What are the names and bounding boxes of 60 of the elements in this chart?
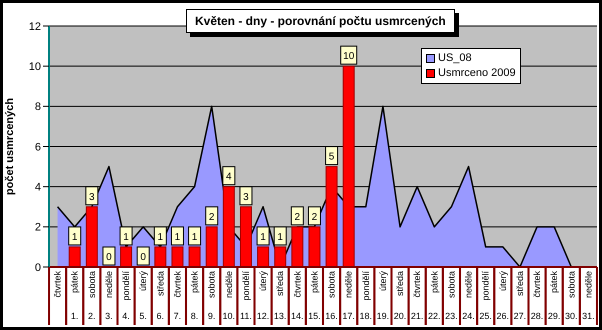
x-tick-label: pondělí 18. bbox=[360, 270, 372, 321]
category-label: úterý 19. bbox=[376, 271, 390, 321]
y-axis-title: počet usmrcených bbox=[4, 98, 16, 196]
category-label: úterý 5. bbox=[138, 271, 148, 321]
category-label: neděle 24. bbox=[462, 271, 475, 321]
category-label: úterý 12. bbox=[256, 271, 270, 321]
category-label: sobota 30. bbox=[565, 271, 578, 321]
data-label: 10 bbox=[343, 51, 355, 62]
category-label: středa 6. bbox=[155, 271, 166, 321]
category-label: pátek 8. bbox=[190, 271, 200, 321]
legend-label: Usmrceno 2009 bbox=[438, 66, 516, 81]
x-tick-label: pondělí 25. bbox=[479, 270, 492, 321]
y-tick-label: 6 bbox=[34, 141, 41, 154]
data-label: 3 bbox=[243, 192, 250, 203]
category-label: sobota 23. bbox=[445, 271, 458, 321]
category-label: neděle 10. bbox=[222, 271, 236, 321]
category-label: čtvrtek 7. bbox=[172, 271, 182, 321]
y-tick-label: 12 bbox=[28, 20, 41, 33]
y-tick-label: 8 bbox=[34, 101, 41, 114]
category-label: sobota 9. bbox=[206, 271, 217, 321]
category-label: úterý 26. bbox=[496, 271, 510, 321]
y-tick-label: 0 bbox=[34, 262, 41, 274]
category-label: čtvrtek 21. bbox=[410, 271, 424, 321]
data-label: 0 bbox=[106, 252, 112, 263]
legend-label: US_08 bbox=[438, 51, 472, 66]
data-label: 1 bbox=[123, 232, 130, 243]
data-label: 4 bbox=[226, 172, 232, 183]
data-label: 5 bbox=[328, 152, 335, 163]
category-label: pátek 15. bbox=[308, 271, 321, 321]
category-label: neděle 3. bbox=[104, 271, 114, 321]
y-tick-label: 2 bbox=[34, 222, 41, 234]
y-tick-label: 4 bbox=[34, 182, 41, 194]
data-label: 1 bbox=[174, 232, 181, 243]
category-label: středa 20. bbox=[394, 271, 406, 321]
data-label: 2 bbox=[294, 212, 301, 223]
x-tick-label: čtvrtek bbox=[52, 270, 63, 298]
y-tick-label: 10 bbox=[28, 61, 41, 74]
category-label: sobota 16. bbox=[325, 271, 338, 321]
data-label: 3 bbox=[89, 192, 96, 203]
data-label: 2 bbox=[208, 212, 215, 223]
data-label: 1 bbox=[192, 232, 198, 243]
category-label: sobota 2. bbox=[86, 271, 97, 321]
chart-title: Květen - dny - porovnání počtu usmrcených bbox=[186, 9, 455, 33]
data-label: 0 bbox=[140, 252, 146, 263]
category-label: středa 13. bbox=[274, 271, 286, 321]
category-label: neděle 17. bbox=[342, 271, 355, 321]
data-label: 1 bbox=[72, 232, 78, 243]
category-label: středa 27. bbox=[514, 271, 526, 321]
data-label: 1 bbox=[158, 232, 164, 243]
category-label: pátek 22. bbox=[428, 271, 441, 321]
x-tick-label: pondělí 4. bbox=[121, 270, 132, 321]
category-label: pátek 29. bbox=[548, 271, 560, 321]
data-label: 2 bbox=[312, 212, 318, 223]
category-label: neděle 31. bbox=[582, 271, 595, 321]
x-tick-label: pondělí 11. bbox=[240, 270, 252, 321]
category-label: čtvrtek 28. bbox=[530, 271, 544, 321]
data-label: 1 bbox=[260, 232, 266, 243]
data-label: 1 bbox=[277, 232, 284, 243]
category-label: čtvrtek 14. bbox=[291, 271, 304, 321]
category-label: pátek 1. bbox=[70, 271, 80, 321]
